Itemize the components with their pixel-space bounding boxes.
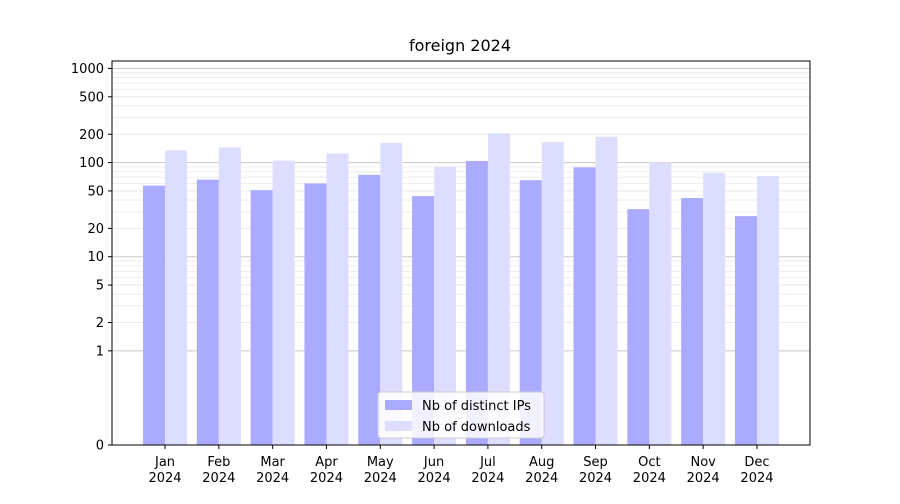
y-tick-label: 100 [79, 156, 104, 171]
plot-frame [111, 60, 811, 446]
x-tick-label: Jul [479, 455, 496, 470]
bar-distinct-ips [304, 183, 327, 445]
y-tick-label: 50 [87, 184, 104, 199]
bar-downloads [541, 142, 564, 446]
bar-downloads [380, 142, 403, 445]
x-tick-label-year: 2024 [471, 471, 504, 486]
bar-downloads [703, 172, 726, 445]
x-tick-label-year: 2024 [310, 471, 343, 486]
x-tick-label: Feb [207, 455, 230, 470]
x-tick-label: Mar [260, 455, 285, 470]
y-tick-label: 20 [87, 222, 104, 237]
y-tick-label: 500 [79, 90, 104, 105]
bar-distinct-ips [573, 167, 596, 446]
axes: 01251020501002005001000Jan2024Feb2024Mar… [71, 60, 811, 486]
x-tick-label-year: 2024 [740, 471, 773, 486]
bar-distinct-ips [519, 180, 542, 445]
x-tick-label: Dec [744, 455, 769, 470]
y-tick-label: 1 [96, 344, 104, 359]
legend-label: Nb of distinct IPs [422, 399, 531, 414]
bar-downloads [595, 136, 618, 446]
legend-swatch [385, 400, 412, 410]
bar-downloads [272, 160, 295, 445]
y-tick-label: 1000 [71, 62, 104, 77]
bar-distinct-ips [412, 196, 435, 445]
x-tick-label: Jan [154, 455, 175, 470]
x-tick-label-year: 2024 [525, 471, 558, 486]
bar-downloads [756, 176, 779, 445]
x-tick-label: Nov [690, 455, 716, 470]
x-tick-label-year: 2024 [202, 471, 235, 486]
bar-downloads [326, 153, 349, 446]
bar-distinct-ips [627, 209, 650, 445]
x-tick-label: Oct [638, 455, 660, 470]
legend-label: Nb of downloads [422, 420, 531, 435]
x-tick-label-year: 2024 [633, 471, 666, 486]
x-tick-label-year: 2024 [579, 471, 612, 486]
legend-swatch [385, 421, 412, 431]
x-tick-label-year: 2024 [148, 471, 181, 486]
y-tick-label: 5 [96, 279, 104, 294]
bar-downloads [487, 133, 510, 445]
x-tick-label: May [367, 455, 394, 470]
bar-distinct-ips [250, 190, 273, 445]
x-tick-label-year: 2024 [256, 471, 289, 486]
bar-distinct-ips [734, 216, 757, 445]
y-tick-label: 2 [96, 316, 104, 331]
bar-downloads [649, 162, 672, 445]
bar-distinct-ips [143, 185, 166, 446]
bar-distinct-ips [465, 160, 488, 445]
bar-distinct-ips [196, 179, 219, 446]
y-tick-label: 200 [79, 128, 104, 143]
x-tick-label: Apr [315, 455, 338, 470]
y-tick-label: 0 [96, 439, 104, 454]
x-tick-label: Aug [529, 455, 554, 470]
x-tick-label-year: 2024 [687, 471, 720, 486]
bars [143, 133, 779, 446]
x-tick-label-year: 2024 [418, 471, 451, 486]
bar-downloads [434, 166, 457, 446]
bar-downloads [218, 147, 241, 445]
bar-distinct-ips [681, 198, 704, 445]
legend-box [377, 391, 545, 439]
x-tick-label: Sep [583, 455, 608, 470]
chart-title: foreign 2024 [409, 36, 511, 55]
legend: Nb of distinct IPs Nb of downloads [377, 391, 545, 439]
x-tick-label: Jun [423, 455, 444, 470]
x-tick-label-year: 2024 [364, 471, 397, 486]
bar-distinct-ips [358, 174, 381, 446]
bar-downloads [165, 150, 188, 445]
y-tick-label: 10 [87, 250, 104, 265]
